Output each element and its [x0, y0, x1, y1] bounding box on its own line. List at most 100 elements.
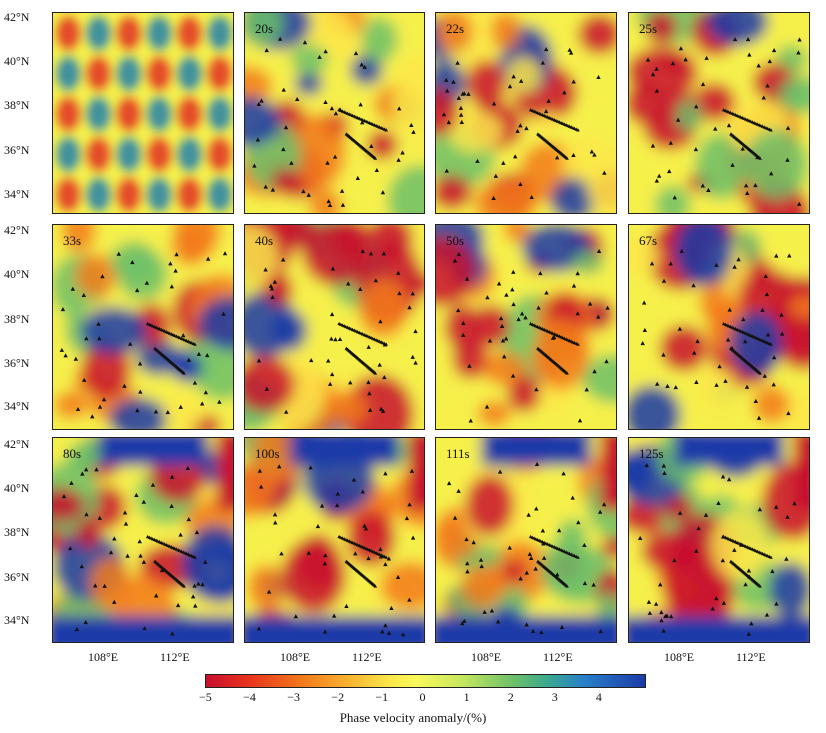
- station-triangle-icon: [330, 266, 336, 271]
- station-triangle-icon: [570, 495, 575, 500]
- station-triangle-icon: [323, 553, 328, 558]
- station-triangle-icon: [541, 555, 547, 560]
- station-triangle-icon: [540, 528, 546, 533]
- station-triangle-icon: [577, 418, 583, 423]
- station-triangle-icon: [360, 489, 365, 494]
- station-triangle-icon: [323, 99, 328, 104]
- station-triangle-icon: [306, 192, 311, 197]
- station-triangle-icon: [272, 279, 278, 284]
- station-triangle-icon: [456, 488, 461, 493]
- station-triangle-icon: [122, 383, 127, 388]
- station-triangle-icon: [323, 49, 328, 54]
- station-triangle-icon: [575, 311, 580, 316]
- station-triangle-icon: [561, 471, 566, 476]
- station-triangle-icon: [138, 553, 143, 558]
- station-triangle-icon: [694, 379, 699, 384]
- station-triangle-icon: [386, 556, 392, 561]
- station-triangle-icon: [665, 383, 670, 388]
- station-triangle-icon: [460, 332, 466, 337]
- station-triangle-icon: [192, 583, 197, 588]
- station-triangle-icon: [596, 314, 601, 319]
- station-triangle-icon: [396, 157, 401, 162]
- station-triangle-icon: [112, 536, 117, 541]
- station-triangle-icon: [721, 600, 727, 605]
- station-triangle-icon: [765, 332, 771, 337]
- station-triangle-icon: [413, 329, 418, 334]
- station-triangle-icon: [384, 555, 388, 559]
- lat-tick: 40°N: [4, 54, 30, 68]
- station-triangle-icon: [584, 387, 589, 392]
- station-triangle-icon: [326, 198, 331, 204]
- panel-50s: 50s: [435, 224, 617, 430]
- station-triangle-icon: [363, 526, 369, 531]
- station-triangle-icon: [753, 183, 758, 188]
- station-triangle-icon: [559, 624, 565, 629]
- station-triangle-icon: [380, 629, 385, 634]
- station-triangle-icon: [642, 327, 648, 333]
- station-triangle-icon: [458, 105, 464, 110]
- station-triangle-icon: [116, 251, 121, 256]
- station-triangle-icon: [384, 342, 388, 346]
- station-triangle-icon: [714, 596, 719, 601]
- station-triangle-icon: [456, 308, 461, 313]
- station-triangle-icon: [485, 295, 490, 300]
- station-triangle-icon: [367, 407, 373, 412]
- station-triangle-icon: [743, 183, 749, 188]
- station-triangle-icon: [527, 551, 532, 556]
- station-triangle-icon: [84, 512, 89, 517]
- station-triangle-icon: [459, 119, 464, 124]
- station-triangle-icon: [489, 608, 495, 613]
- station-triangle-icon: [273, 520, 278, 525]
- station-triangle-icon: [277, 36, 283, 41]
- station-triangle-icon: [592, 369, 597, 374]
- station-triangle-icon: [769, 128, 773, 132]
- checkerboard-map: [53, 13, 233, 213]
- station-triangle-icon: [455, 60, 460, 65]
- station-triangle-icon: [747, 52, 752, 57]
- station-triangle-icon: [677, 510, 683, 515]
- station-triangle-icon: [529, 194, 534, 200]
- station-triangle-icon: [182, 371, 186, 375]
- station-triangle-icon: [518, 123, 523, 128]
- station-triangle-icon: [108, 550, 114, 555]
- station-triangle-icon: [723, 378, 728, 383]
- station-triangle-icon: [649, 261, 655, 266]
- lat-tick: 40°N: [4, 481, 30, 495]
- station-triangle-icon: [302, 40, 308, 45]
- station-triangle-icon: [538, 271, 543, 276]
- station-triangle-icon: [81, 377, 87, 382]
- station-triangle-icon: [154, 593, 159, 598]
- station-triangle-icon: [255, 137, 261, 142]
- station-triangle-icon: [499, 323, 505, 329]
- lon-tick: 112°E: [543, 650, 573, 664]
- anomaly-map: [436, 225, 616, 429]
- station-triangle-icon: [571, 79, 576, 84]
- station-triangle-icon: [471, 540, 476, 545]
- station-triangle-icon: [771, 48, 777, 53]
- station-triangle-icon: [173, 268, 178, 273]
- station-triangle-icon: [511, 302, 516, 307]
- station-triangle-icon: [714, 262, 719, 267]
- anomaly-map: [53, 225, 233, 429]
- station-triangle-icon: [576, 342, 580, 346]
- panel-label: 25s: [639, 21, 658, 36]
- station-triangle-icon: [543, 108, 549, 114]
- station-triangle-icon: [534, 461, 540, 467]
- station-triangle-icon: [169, 503, 174, 509]
- station-triangle-icon: [413, 360, 418, 365]
- station-triangle-icon: [571, 152, 576, 158]
- lat-tick: 38°N: [4, 312, 30, 326]
- station-triangle-icon: [93, 583, 98, 588]
- station-triangle-icon: [97, 404, 103, 409]
- station-triangle-icon: [539, 630, 544, 635]
- station-triangle-icon: [407, 597, 412, 602]
- station-triangle-icon: [467, 363, 472, 368]
- station-triangle-icon: [757, 507, 763, 512]
- station-triangle-icon: [134, 492, 139, 498]
- station-triangle-icon: [650, 72, 656, 77]
- station-triangle-icon: [769, 342, 773, 346]
- station-triangle-icon: [605, 305, 610, 310]
- station-triangle-icon: [319, 503, 325, 508]
- station-triangle-icon: [135, 408, 140, 413]
- station-triangle-icon: [407, 305, 412, 310]
